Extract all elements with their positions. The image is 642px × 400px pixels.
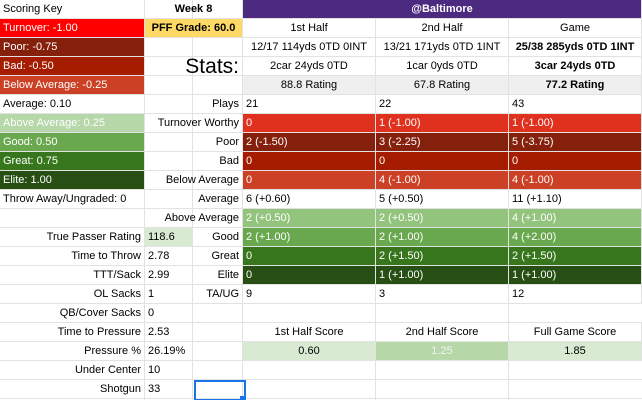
grade-value: 2 (+1.00) xyxy=(243,228,376,247)
grade-value: 1 (-1.00) xyxy=(376,114,509,133)
key-item: Above Average: 0.25 xyxy=(0,114,145,133)
key-title: Scoring Key xyxy=(0,0,145,19)
metric-label: Shotgun xyxy=(0,380,145,399)
key-item: Average: 0.10 xyxy=(0,95,145,114)
grade-value: 12 xyxy=(509,285,642,304)
column-header: Game xyxy=(509,19,642,38)
grade-label: Bad xyxy=(145,152,243,171)
grade-value: 22 xyxy=(376,95,509,114)
grade-value: 0 xyxy=(243,114,376,133)
key-item: Good: 0.50 xyxy=(0,133,145,152)
stat-line: 25/38 285yds 0TD 1INT xyxy=(509,38,642,57)
score-label: 2nd Half Score xyxy=(376,323,509,342)
stat-line: 1car 0yds 0TD xyxy=(376,57,509,76)
stat-line: 12/17 114yds 0TD 0INT xyxy=(243,38,376,57)
opponent: @Baltimore xyxy=(243,0,642,19)
key-item: Bad: -0.50 xyxy=(0,57,145,76)
key-item: Turnover: -1.00 xyxy=(0,19,145,38)
grade-value: 1 (-1.00) xyxy=(509,114,642,133)
grade-value: 1 (+1.00) xyxy=(376,266,509,285)
metric-label: Pressure % xyxy=(0,342,145,361)
column-line xyxy=(192,0,193,400)
grade-value: 21 xyxy=(243,95,376,114)
stat-line: 88.8 Rating xyxy=(243,76,376,95)
grade-value: 0 xyxy=(243,171,376,190)
grade-value: 4 (-1.00) xyxy=(509,171,642,190)
week: Week 8 xyxy=(145,0,243,19)
pff-grade: PFF Grade: 60.0 xyxy=(145,19,243,38)
stats-label: Stats: xyxy=(145,38,243,95)
grade-value: 4 (-1.00) xyxy=(376,171,509,190)
score-value: 1.85 xyxy=(509,342,642,361)
metric-value: 2.78 xyxy=(145,247,193,266)
grade-value: 5 (+0.50) xyxy=(376,190,509,209)
stat-line: 2car 24yds 0TD xyxy=(243,57,376,76)
metric-label: OL Sacks xyxy=(0,285,145,304)
grade-label: Turnover Worthy xyxy=(145,114,243,133)
grade-label: Below Average xyxy=(145,171,243,190)
metric-label: QB/Cover Sacks xyxy=(0,304,145,323)
grade-value: 43 xyxy=(509,95,642,114)
grade-value: 9 xyxy=(243,285,376,304)
key-item: Throw Away/Ungraded: 0 xyxy=(0,190,145,209)
grade-value: 11 (+1.10) xyxy=(509,190,642,209)
grade-label: TA/UG xyxy=(145,285,243,304)
grade-value: 4 (+1.00) xyxy=(509,209,642,228)
metric-label: Time to Pressure xyxy=(0,323,145,342)
key-item: Elite: 1.00 xyxy=(0,171,145,190)
metric-value: 118.6 xyxy=(145,228,193,247)
grade-value: 0 xyxy=(509,152,642,171)
grade-value: 3 (-2.25) xyxy=(376,133,509,152)
column-header: 1st Half xyxy=(243,19,376,38)
metric-value: 10 xyxy=(145,361,193,380)
grade-value: 2 (+0.50) xyxy=(376,209,509,228)
score-label: 1st Half Score xyxy=(243,323,376,342)
grade-value: 0 xyxy=(243,152,376,171)
grade-value: 2 (+1.50) xyxy=(376,247,509,266)
grade-label: Elite xyxy=(145,266,243,285)
metric-value: 0 xyxy=(145,304,193,323)
column-header: 2nd Half xyxy=(376,19,509,38)
grade-value: 0 xyxy=(243,266,376,285)
stat-line: 67.8 Rating xyxy=(376,76,509,95)
key-item: Poor: -0.75 xyxy=(0,38,145,57)
metric-value: 33 xyxy=(145,380,193,399)
metric-value: 1 xyxy=(145,285,193,304)
score-value: 1.25 xyxy=(376,342,509,361)
grade-value: 5 (-3.75) xyxy=(509,133,642,152)
grade-value: 0 xyxy=(376,152,509,171)
grade-value: 2 (-1.50) xyxy=(243,133,376,152)
metric-label: Time to Throw xyxy=(0,247,145,266)
metric-label: TTT/Sack xyxy=(0,266,145,285)
grade-value: 3 xyxy=(376,285,509,304)
key-item: Below Average: -0.25 xyxy=(0,76,145,95)
score-label: Full Game Score xyxy=(509,323,642,342)
grade-value: 4 (+2.00) xyxy=(509,228,642,247)
key-item: Great: 0.75 xyxy=(0,152,145,171)
grade-label: Great xyxy=(145,247,243,266)
stat-line: 77.2 Rating xyxy=(509,76,642,95)
grade-value: 6 (+0.60) xyxy=(243,190,376,209)
score-value: 0.60 xyxy=(243,342,376,361)
stat-line: 3car 24yds 0TD xyxy=(509,57,642,76)
grade-label: Poor xyxy=(145,133,243,152)
selected-cell[interactable] xyxy=(194,380,246,400)
metric-value: 2.99 xyxy=(145,266,193,285)
grade-value: 2 (+1.00) xyxy=(376,228,509,247)
stat-line: 13/21 171yds 0TD 1INT xyxy=(376,38,509,57)
metric-value: 2.53 xyxy=(145,323,193,342)
grade-value: 1 (+1.00) xyxy=(509,266,642,285)
grade-label: Average xyxy=(145,190,243,209)
grade-label: Good xyxy=(145,228,243,247)
grade-value: 2 (+1.50) xyxy=(509,247,642,266)
metric-value: 26.19% xyxy=(145,342,193,361)
grade-value: 0 xyxy=(243,247,376,266)
metric-label: True Passer Rating xyxy=(0,228,145,247)
selection-handle[interactable] xyxy=(240,396,245,400)
grade-value: 2 (+0.50) xyxy=(243,209,376,228)
metric-label: Under Center xyxy=(0,361,145,380)
grade-label: Plays xyxy=(145,95,243,114)
grade-label: Above Average xyxy=(145,209,243,228)
